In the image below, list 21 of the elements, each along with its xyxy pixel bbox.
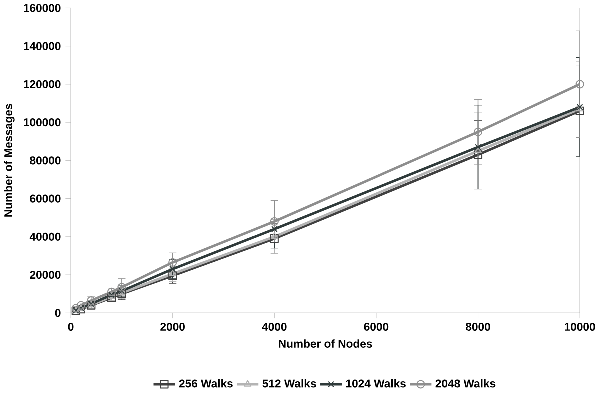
x-tick-label: 0 (68, 323, 74, 332)
legend-label: 1024 Walks (346, 380, 406, 388)
x-tick-label: 2000 (160, 323, 185, 332)
x-tick-label: 4000 (262, 323, 287, 332)
y-tick-label: 140000 (24, 42, 61, 51)
legend-label: 2048 Walks (436, 380, 496, 388)
y-tick-label: 80000 (30, 156, 61, 165)
legend-label: 256 Walks (179, 380, 233, 388)
y-tick-label: 100000 (24, 118, 61, 127)
x-tick-label: 8000 (466, 323, 490, 332)
y-tick-label: 160000 (24, 4, 61, 12)
y-tick-label: 120000 (24, 80, 61, 89)
legend-label: 512 Walks (262, 380, 316, 388)
x-tick-label: 10000 (565, 323, 596, 332)
y-tick-label: 40000 (30, 233, 61, 242)
x-axis-title: Number of Nodes (279, 340, 372, 348)
y-axis-title: Number of Messages (4, 104, 15, 218)
y-tick-label: 0 (55, 309, 61, 318)
y-tick-label: 60000 (30, 195, 61, 204)
x-tick-label: 6000 (364, 323, 389, 332)
y-tick-label: 20000 (30, 271, 61, 280)
